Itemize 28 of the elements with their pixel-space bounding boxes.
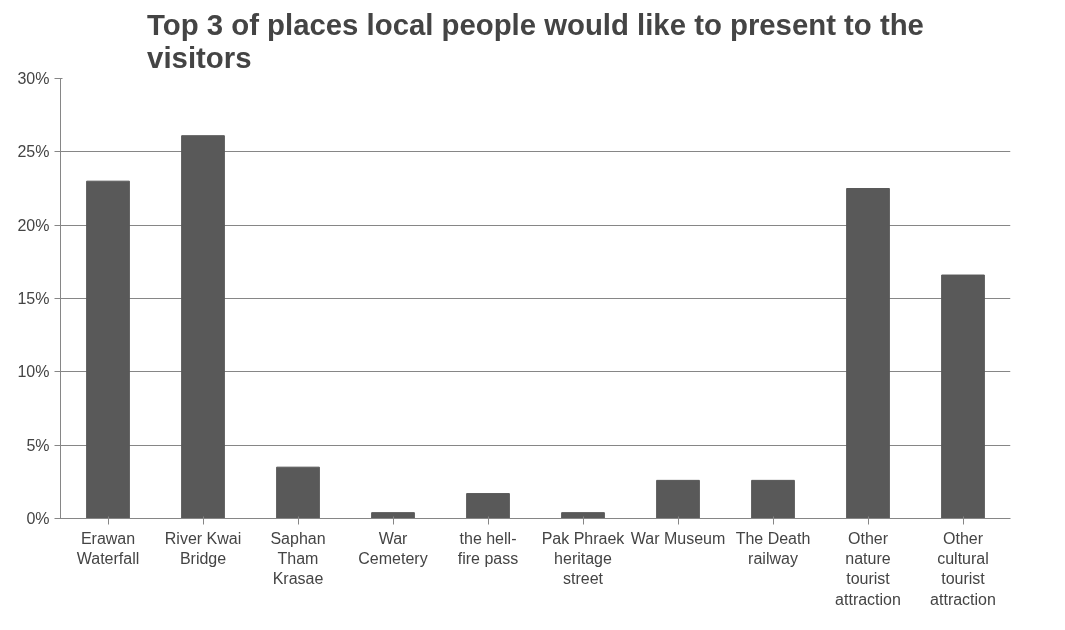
y-tick-label: 0%: [26, 510, 50, 527]
bar: [371, 512, 415, 519]
x-tick-label: War Museum: [630, 529, 726, 547]
y-tick-label: 15%: [17, 290, 50, 307]
bar: [656, 479, 700, 519]
bar: [941, 274, 985, 519]
x-tick-label: Other cultural tourist attraction: [930, 529, 996, 608]
chart-title: Top 3 of places local people would like to present to the visitors: [147, 7, 924, 74]
x-tick-label: War Cemetery: [358, 529, 428, 567]
bar: [86, 180, 130, 519]
bar: [751, 479, 795, 519]
y-tick-label: 30%: [17, 70, 50, 87]
bar: [846, 188, 890, 519]
y-tick-label: 20%: [17, 216, 50, 234]
bar: [466, 493, 510, 519]
y-tick-label: 25%: [17, 143, 50, 161]
x-tick-label: Saphan Tham Krasae: [270, 529, 326, 588]
x-tick-label: Pak Phraek heritage street: [541, 529, 626, 588]
bar: [181, 135, 225, 519]
x-tick-label: River Kwai Bridge: [164, 529, 242, 567]
x-tick-label: Other nature tourist attraction: [835, 529, 901, 608]
bar: [276, 466, 320, 519]
x-tick-label: Erawan Waterfall: [76, 529, 140, 567]
x-tick-label: the hell-fire pass: [457, 529, 519, 567]
bar: [561, 512, 605, 519]
y-tick-label: 10%: [17, 363, 50, 381]
y-tick-label: 5%: [26, 436, 50, 454]
x-tick-label: The Death railway: [735, 529, 811, 567]
